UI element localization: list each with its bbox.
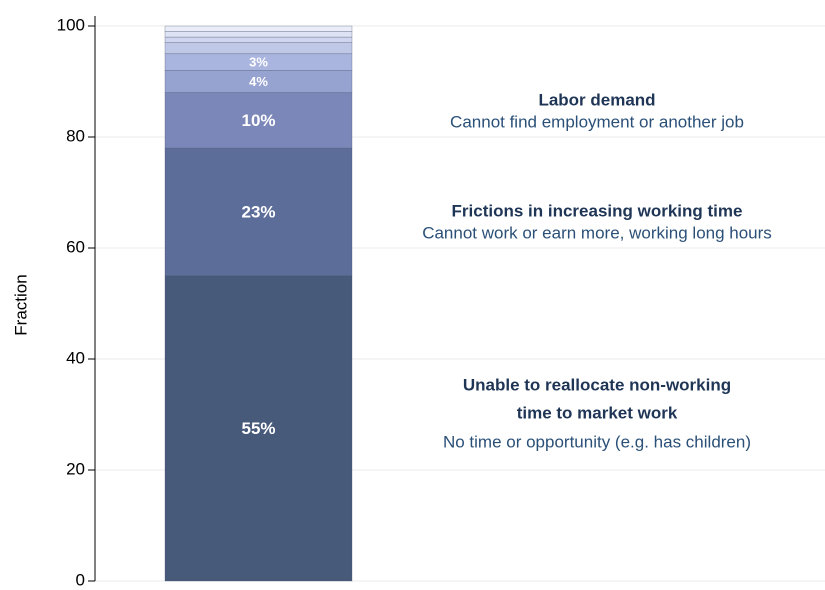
bar-segment [164,147,353,277]
segment-label: 55% [241,419,275,438]
annotation-subtitle: Cannot work or earn more, working long h… [422,223,772,242]
y-tick-label: 100 [57,15,85,34]
y-axis-label: Fraction [11,274,30,335]
annotation-title: Labor demand [538,90,655,109]
y-tick-label: 20 [66,459,85,478]
segment-label: 23% [241,202,275,221]
y-tick-label: 60 [66,237,85,256]
annotation-title: Frictions in increasing working time [452,201,743,220]
segment-label: 3% [249,55,268,70]
bar-segment [164,31,353,38]
y-tick-label: 80 [66,126,85,145]
y-tick-label: 0 [76,570,85,589]
annotation-title: Unable to reallocate non-working [463,375,731,394]
segment-label: 10% [241,111,275,130]
segment-label: 4% [249,74,268,89]
annotation-subtitle: No time or opportunity (e.g. has childre… [443,432,751,451]
bar-segment [164,92,353,149]
y-tick-label: 40 [66,348,85,367]
annotation-title: time to market work [517,403,678,422]
bar-segment [164,275,353,582]
bar-segment [164,36,353,43]
annotation-subtitle: Cannot find employment or another job [450,112,744,131]
bar-segment [164,25,353,32]
bar-segment [164,42,353,55]
